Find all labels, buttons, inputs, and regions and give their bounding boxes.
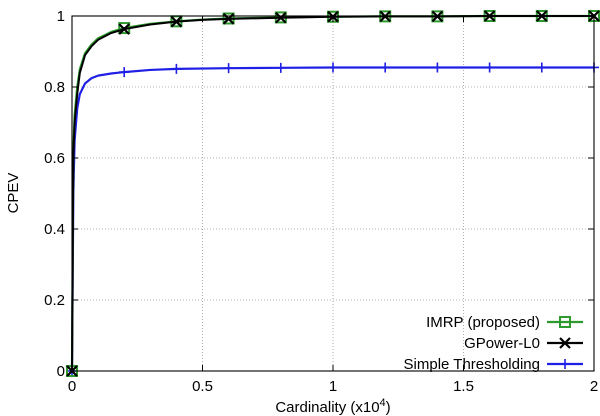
x-axis-label: Cardinality (x104) — [275, 397, 390, 416]
series-marker — [275, 11, 287, 24]
legend-label: Simple Thresholding — [404, 356, 540, 373]
x-tick-label: 2 — [590, 378, 598, 395]
y-tick-label: 0.2 — [44, 292, 65, 309]
axis-ticks: 0 0.5 1 1.5 2 0 0.2 0.4 0.6 0.8 1 — [44, 8, 598, 395]
legend-marker — [559, 337, 571, 349]
y-axis-label: CPEV — [5, 173, 22, 214]
series-marker — [119, 67, 130, 78]
grid-lines — [72, 16, 594, 371]
y-tick-label: 1 — [57, 8, 65, 25]
series-marker — [328, 62, 338, 73]
series-2 — [67, 62, 599, 376]
x-tick-label: 1.5 — [453, 378, 474, 395]
series-marker — [275, 62, 286, 73]
series-marker — [484, 62, 495, 73]
legend-label: IMRP (proposed) — [426, 314, 540, 331]
legend: IMRP (proposed) GPower-L0 Simple Threshold… — [404, 314, 583, 373]
y-tick-label: 0.4 — [44, 221, 65, 238]
x-tick-label: 0.5 — [192, 378, 213, 395]
series-line — [70, 66, 594, 372]
legend-marker — [560, 359, 570, 369]
legend-marker — [559, 316, 571, 328]
series-marker — [118, 23, 130, 35]
x-tick-label: 1 — [329, 378, 337, 395]
y-tick-label: 0.8 — [44, 79, 65, 96]
y-tick-label: 0.6 — [44, 150, 65, 167]
series-marker — [170, 15, 183, 28]
y-tick-label: 0 — [57, 363, 65, 380]
series-marker — [223, 63, 234, 74]
series-marker — [171, 63, 182, 74]
x-tick-label: 0 — [68, 378, 76, 395]
series-marker — [380, 62, 391, 73]
series-marker — [432, 62, 443, 73]
legend-label: GPower-L0 — [464, 335, 540, 352]
series-marker — [536, 62, 547, 73]
